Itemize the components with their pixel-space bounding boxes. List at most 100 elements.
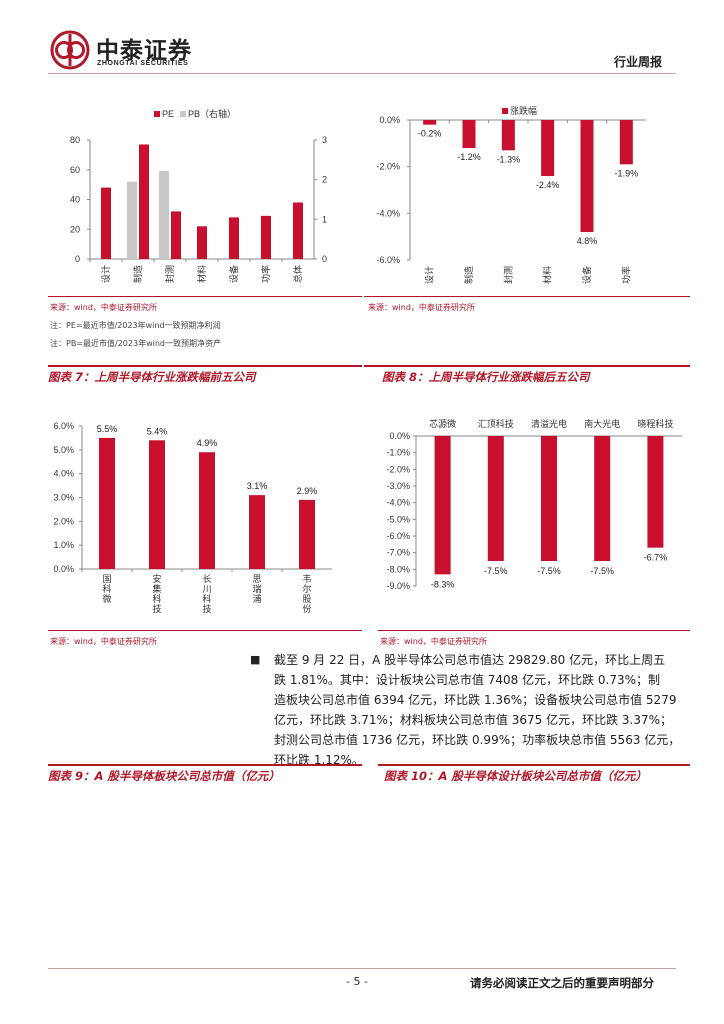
x-tick-label: 封测 — [164, 265, 175, 283]
data-label: 2.9% — [297, 486, 318, 496]
x-tick-label: 设计 — [424, 266, 435, 284]
y-tick-label: -5.0% — [386, 514, 410, 524]
change-bar — [580, 120, 594, 232]
x-tick-label: 设备 — [228, 265, 239, 283]
company-name-en: ZHONGTAI SECURITIES — [97, 60, 189, 67]
change-bar — [541, 120, 555, 176]
x-tick-label: 总体 — [292, 265, 303, 283]
y-tick-label: 20 — [70, 224, 80, 234]
x-tick-label: 制造 — [463, 266, 474, 284]
change-bar — [501, 120, 515, 151]
footer-disclaimer: 请务必阅读正文之后的重要声明部分 — [470, 976, 654, 990]
bottom5-bar — [594, 436, 611, 561]
x-tick-label: 韦尔股份 — [302, 574, 311, 614]
y-tick-label: -6.0% — [376, 255, 400, 265]
y-tick-label: -4.0% — [376, 208, 400, 218]
legend-pb-swatch — [180, 111, 186, 117]
x-tick-label: 设计 — [100, 265, 111, 283]
bottom5-chart: 0.0% -1.0% -2.0% -3.0% -4.0% -5.0% -6.0% -7.0% -… — [386, 418, 682, 591]
paragraph-line: 跌 1.81%。其中：设计板块公司总市值 7408 亿元，环比跌 0.73%；制 — [274, 673, 661, 687]
x-tick-label: 清溢光电 — [531, 418, 567, 429]
y-tick-label: -9.0% — [386, 581, 410, 591]
data-label: 4.9% — [197, 438, 218, 448]
y-tick-label: -3.0% — [386, 481, 410, 491]
y-tick-label: -1.0% — [386, 448, 410, 458]
source-note: 来源：wind，中泰证券研究所 — [380, 637, 487, 646]
x-tick-label: 芯源微 — [429, 418, 456, 429]
legend-change-label: 涨跌幅 — [510, 105, 537, 116]
figure-7-title: 图表 7：上周半导体行业涨跌幅前五公司 — [48, 370, 256, 384]
legend-pb-label: PB（右轴） — [188, 108, 236, 119]
data-label: -7.5% — [484, 566, 508, 576]
y-tick-label: 0.0% — [53, 564, 74, 574]
company-logo-icon — [50, 30, 90, 70]
x-tick-label: 安集科技 — [152, 573, 161, 614]
y-tick-label: 2.0% — [53, 516, 74, 526]
header-rule — [48, 73, 676, 74]
source-note: 来源：wind，中泰证券研究所 — [368, 303, 475, 312]
change-bar — [619, 120, 633, 165]
y-tick-label: 0 — [322, 254, 327, 264]
data-label: 5.4% — [147, 426, 168, 436]
pe-bar — [293, 202, 303, 259]
x-tick-label: 功率 — [620, 266, 631, 284]
report-type: 行业周报 — [614, 55, 663, 69]
footer-rule — [48, 968, 676, 969]
pe-pb-chart: PE PB（右轴） 0 20 40 60 80 0 1 2 3 设计 制造 封测 材料 设备 功率 总体 — [70, 108, 327, 283]
figure-9-title: 图表 9：A 股半导体板块公司总市值（亿元） — [48, 769, 280, 783]
y-tick-label: 60 — [70, 165, 80, 175]
header: 中泰证券 ZHONGTAI SECURITIES 行业周报 — [0, 0, 724, 82]
bottom5-bar — [647, 436, 664, 548]
source-note: 来源：wind，中泰证券研究所 — [50, 637, 157, 646]
data-label: -1.9% — [615, 168, 639, 178]
x-tick-label: 思瑞浦 — [252, 574, 261, 604]
y-tick-label: 3 — [322, 135, 327, 145]
pe-bar — [139, 144, 149, 259]
y-tick-label: 0.0% — [389, 431, 410, 441]
x-tick-label: 材料 — [542, 266, 553, 284]
paragraph-line: 造板块公司总市值 6394 亿元，环比跌 1.36%；设备板块公司总市值 527… — [274, 693, 677, 707]
y-tick-label: -4.0% — [386, 498, 410, 508]
top5-bar — [299, 499, 315, 569]
chart-separator — [48, 296, 362, 297]
top5-bar — [149, 440, 165, 569]
data-label: 4.8% — [577, 236, 598, 246]
y-tick-label: 1 — [322, 214, 327, 224]
y-tick-label: 6.0% — [53, 421, 74, 431]
paragraph-line: 亿元，环比跌 3.71%；材料板块公司总市值 3675 亿元，环比跌 3.37%… — [274, 713, 673, 727]
x-tick-label: 材料 — [196, 265, 207, 283]
figure-rule — [48, 365, 362, 367]
pe-bar — [229, 217, 239, 259]
data-label: -7.5% — [537, 566, 561, 576]
data-label: -0.2% — [418, 129, 442, 139]
bottom5-bar — [434, 436, 451, 575]
pe-bar — [197, 226, 207, 259]
company-name-cn: 中泰证券 — [96, 38, 192, 64]
bullet-icon: ■ — [250, 653, 261, 666]
pe-bar — [101, 187, 111, 259]
change-bar — [462, 120, 476, 148]
y-tick-label: 0 — [75, 254, 80, 264]
page-number: - 5 - — [346, 975, 368, 988]
chart-separator — [364, 296, 690, 297]
data-label: 3.1% — [247, 481, 268, 491]
data-label: -8.3% — [431, 579, 455, 589]
figure-rule — [364, 365, 690, 367]
change-bar — [423, 120, 437, 125]
chart-separator — [48, 630, 362, 631]
bottom5-bar — [541, 436, 557, 561]
figure-rule — [48, 764, 362, 766]
x-tick-label: 设备 — [581, 266, 592, 284]
x-tick-label: 汇顶科技 — [478, 418, 514, 429]
y-tick-label: -7.0% — [386, 548, 410, 558]
y-tick-label: -6.0% — [386, 531, 410, 541]
x-tick-label: 国科微 — [102, 574, 111, 604]
top5-bar — [99, 437, 115, 569]
paragraph-line: 截至 9 月 22 日，A 股半导体公司总市值达 29829.80 亿元，环比上… — [274, 653, 666, 667]
pe-note: 注：PE=最近市值/2023年wind一致预期净利润 — [50, 321, 221, 330]
legend-pe-swatch — [154, 111, 160, 117]
y-tick-label: 1.0% — [53, 540, 74, 550]
y-tick-label: 3.0% — [53, 493, 74, 503]
y-tick-label: 0.0% — [379, 115, 400, 125]
data-label: -7.5% — [590, 566, 614, 576]
